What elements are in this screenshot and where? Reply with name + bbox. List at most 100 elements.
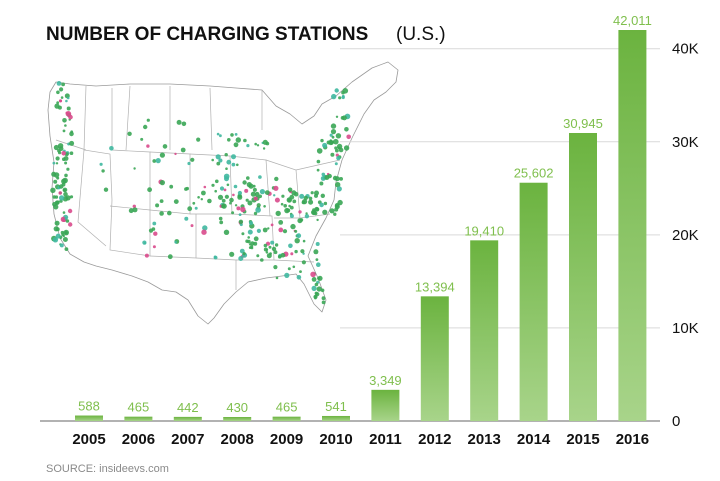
- station-dot: [314, 282, 319, 287]
- station-dot: [192, 201, 196, 205]
- station-dot: [203, 185, 207, 189]
- bar-2006: [124, 416, 153, 421]
- station-dot: [240, 206, 246, 213]
- data-label-2008: 430: [226, 400, 248, 415]
- station-dot: [146, 144, 150, 148]
- station-dot: [238, 256, 244, 261]
- station-dot: [333, 138, 339, 145]
- station-dot: [174, 240, 177, 244]
- station-dot: [315, 292, 320, 297]
- station-dot: [299, 218, 304, 222]
- station-dot: [60, 230, 65, 235]
- station-dot: [341, 94, 345, 98]
- station-dot: [221, 198, 226, 203]
- station-dot: [101, 169, 105, 173]
- station-dot: [247, 236, 250, 239]
- station-dot: [58, 146, 64, 151]
- station-dot: [316, 286, 322, 292]
- station-dot: [299, 193, 305, 199]
- station-dot: [196, 137, 201, 142]
- station-dot: [62, 188, 66, 192]
- station-dot: [271, 246, 277, 252]
- data-label-2007: 442: [177, 400, 199, 415]
- station-dot: [326, 140, 331, 145]
- station-dot: [62, 129, 66, 133]
- station-dot: [263, 243, 268, 248]
- station-dot: [316, 148, 323, 154]
- station-dot: [278, 227, 284, 233]
- station-dot: [127, 131, 132, 136]
- us-map-illustration: [47, 61, 399, 325]
- bar-2007: [173, 416, 202, 421]
- station-dot: [231, 154, 236, 160]
- station-dot: [63, 156, 69, 161]
- station-dot: [270, 240, 275, 245]
- station-dot: [256, 254, 260, 258]
- station-dot: [55, 200, 60, 205]
- station-dot: [187, 206, 193, 212]
- station-dot: [54, 103, 60, 109]
- station-dot: [264, 190, 270, 196]
- station-dot: [292, 199, 297, 204]
- station-dot: [341, 90, 345, 95]
- station-dot: [59, 195, 65, 201]
- station-dot: [242, 252, 246, 256]
- station-dot: [321, 300, 326, 305]
- station-dot: [147, 187, 153, 193]
- station-dot: [52, 161, 56, 165]
- station-dot: [64, 161, 68, 165]
- station-dot: [64, 124, 67, 127]
- station-dot: [52, 237, 59, 243]
- station-dot: [247, 200, 253, 206]
- station-dot: [316, 218, 319, 222]
- data-label-2016: 42,011: [613, 13, 652, 28]
- station-dot: [344, 127, 349, 132]
- station-dot: [159, 152, 165, 158]
- y-tick-label: 20K: [672, 227, 699, 244]
- y-tick-label: 40K: [672, 41, 699, 58]
- data-label-2015: 30,945: [563, 116, 603, 131]
- bar-2011: [371, 389, 400, 421]
- station-dot: [197, 196, 200, 199]
- station-dot: [238, 219, 244, 224]
- station-dot: [330, 123, 337, 129]
- station-dot: [56, 90, 60, 95]
- station-dot: [66, 96, 70, 100]
- station-dot: [284, 207, 290, 214]
- station-dot: [280, 252, 286, 258]
- station-dot: [250, 241, 255, 246]
- station-dot: [64, 247, 69, 252]
- station-dot: [330, 129, 337, 135]
- station-dot: [288, 204, 291, 208]
- data-label-2014: 25,602: [514, 166, 554, 181]
- station-dot: [258, 194, 263, 199]
- station-dot: [311, 285, 317, 291]
- station-dot: [313, 249, 319, 255]
- station-dot: [219, 220, 224, 225]
- x-tick-label-2006: 2006: [122, 431, 155, 448]
- station-dot: [54, 220, 60, 226]
- bar-2014: [519, 182, 548, 421]
- x-tick-label-2010: 2010: [319, 431, 352, 448]
- station-dot: [284, 272, 290, 278]
- station-dot: [61, 178, 67, 184]
- station-dot: [60, 96, 64, 99]
- station-dot: [316, 159, 321, 164]
- station-dot: [201, 190, 206, 196]
- station-dot: [346, 134, 352, 140]
- station-dot: [316, 262, 321, 268]
- station-dot: [242, 180, 247, 185]
- station-dot: [253, 211, 258, 216]
- station-dot: [99, 162, 103, 166]
- station-dot: [190, 224, 194, 228]
- station-dot: [50, 187, 56, 193]
- station-dot: [236, 163, 239, 167]
- station-dot: [322, 142, 328, 148]
- station-dot: [315, 207, 320, 212]
- station-dot: [63, 229, 69, 236]
- station-dot: [173, 199, 179, 205]
- chart-title: NUMBER OF CHARGING STATIONS: [46, 24, 368, 45]
- station-dot: [336, 186, 342, 192]
- station-dot: [216, 161, 221, 166]
- data-label-2009: 465: [276, 400, 298, 415]
